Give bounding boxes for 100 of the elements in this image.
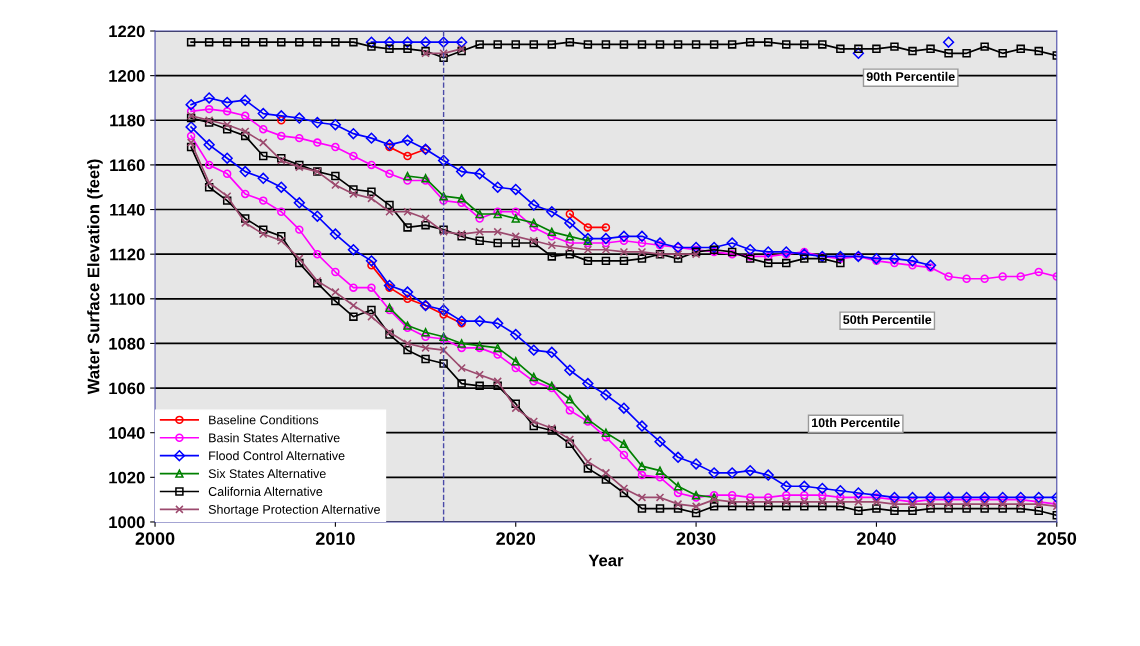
point [709, 502, 719, 511]
point [295, 37, 304, 47]
point [816, 482, 829, 495]
point [313, 37, 322, 47]
point [439, 191, 448, 201]
y-tick-label: 1160 [110, 159, 145, 172]
point [403, 223, 412, 232]
point [890, 258, 899, 268]
point [367, 312, 376, 321]
point [708, 467, 720, 479]
point [295, 225, 304, 234]
point [547, 241, 557, 250]
point [601, 428, 611, 437]
point [403, 345, 412, 355]
point [691, 508, 701, 518]
point [800, 40, 809, 49]
x-tick-label: 2020 [496, 532, 536, 545]
point [240, 218, 250, 228]
annotation: 90th Percentile [866, 71, 955, 81]
point [601, 475, 611, 484]
point [331, 267, 340, 277]
point [546, 206, 558, 218]
point [619, 247, 629, 257]
point [547, 40, 557, 49]
point [528, 344, 540, 356]
point [473, 315, 486, 327]
point [365, 36, 378, 48]
point [582, 377, 594, 390]
point [872, 504, 881, 513]
point [511, 357, 520, 366]
point [601, 40, 611, 49]
point [547, 232, 557, 241]
point [908, 261, 917, 270]
point [277, 236, 286, 246]
point [619, 236, 629, 246]
point [295, 258, 304, 268]
point [492, 317, 504, 330]
point [365, 132, 378, 144]
point [403, 44, 412, 54]
point [890, 499, 899, 509]
point [1016, 499, 1025, 509]
y-axis-title: Water Surface Elevation (feet) [87, 159, 103, 395]
point [726, 237, 738, 249]
point [800, 502, 809, 511]
point [924, 491, 937, 504]
annotation: 50th Percentile [843, 314, 932, 325]
point [457, 194, 466, 203]
point [673, 504, 683, 513]
point [637, 504, 647, 513]
point [239, 94, 251, 106]
y-tick-label: 1020 [109, 471, 145, 484]
point [203, 92, 215, 104]
point [637, 461, 647, 471]
point [673, 499, 683, 509]
point [565, 243, 575, 252]
point [493, 377, 502, 386]
point [673, 488, 683, 498]
point [529, 223, 539, 232]
point [601, 245, 611, 254]
point [421, 328, 430, 337]
point [492, 181, 504, 193]
x-tick-label: 2050 [1037, 532, 1077, 545]
point [421, 343, 430, 353]
y-tick-label: 1060 [109, 382, 145, 395]
point [186, 142, 196, 152]
point [401, 134, 414, 147]
point [259, 229, 268, 239]
point [457, 343, 466, 353]
point [186, 138, 196, 147]
point [834, 485, 847, 497]
point [313, 138, 322, 147]
point [347, 127, 360, 140]
point [818, 40, 827, 49]
point [239, 165, 251, 178]
point [872, 44, 881, 54]
point [349, 189, 358, 199]
point [655, 40, 665, 49]
point [962, 274, 971, 283]
point [275, 181, 287, 193]
point [367, 160, 376, 170]
point [311, 116, 324, 129]
point [185, 121, 197, 133]
point [727, 40, 737, 49]
y-tick-label: 1220 [109, 25, 145, 38]
point [293, 112, 305, 124]
point [277, 116, 286, 125]
point [240, 214, 250, 223]
point [727, 490, 737, 500]
point [439, 345, 448, 355]
point [836, 497, 845, 507]
point [222, 169, 232, 179]
point [186, 131, 196, 141]
point [800, 254, 809, 263]
point [744, 464, 756, 477]
x-tick-label: 2040 [856, 532, 896, 545]
point [385, 207, 394, 217]
point [619, 40, 629, 49]
point [818, 490, 827, 500]
point [204, 182, 214, 192]
point [240, 111, 250, 121]
